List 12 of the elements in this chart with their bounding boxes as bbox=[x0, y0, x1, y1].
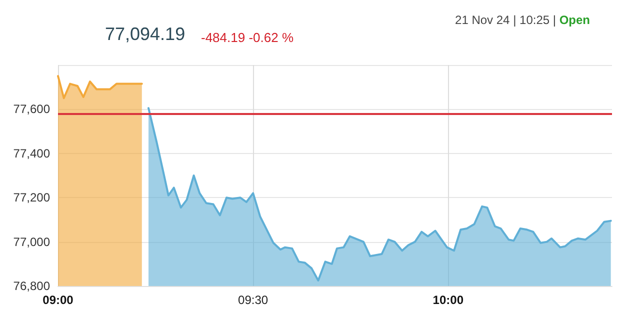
x-tick-label: 10:00 bbox=[432, 293, 464, 307]
x-tick-label: 09:30 bbox=[238, 293, 268, 307]
chart-subtitle: -484.19 -0.62 % bbox=[201, 30, 294, 45]
x-tick-label: 09:00 bbox=[42, 293, 74, 307]
y-tick-label: 77,200 bbox=[13, 190, 50, 205]
text: Open bbox=[559, 13, 590, 27]
y-tick-label: 77,000 bbox=[13, 234, 50, 249]
y-tick-label: 76,800 bbox=[13, 279, 50, 293]
y-tick-label: 77,600 bbox=[13, 102, 50, 116]
text: 21 Nov 24 | 10:25 | bbox=[455, 13, 556, 27]
chart-title: 77,094.19 bbox=[105, 24, 186, 44]
y-tick-label: 77,400 bbox=[13, 146, 50, 160]
